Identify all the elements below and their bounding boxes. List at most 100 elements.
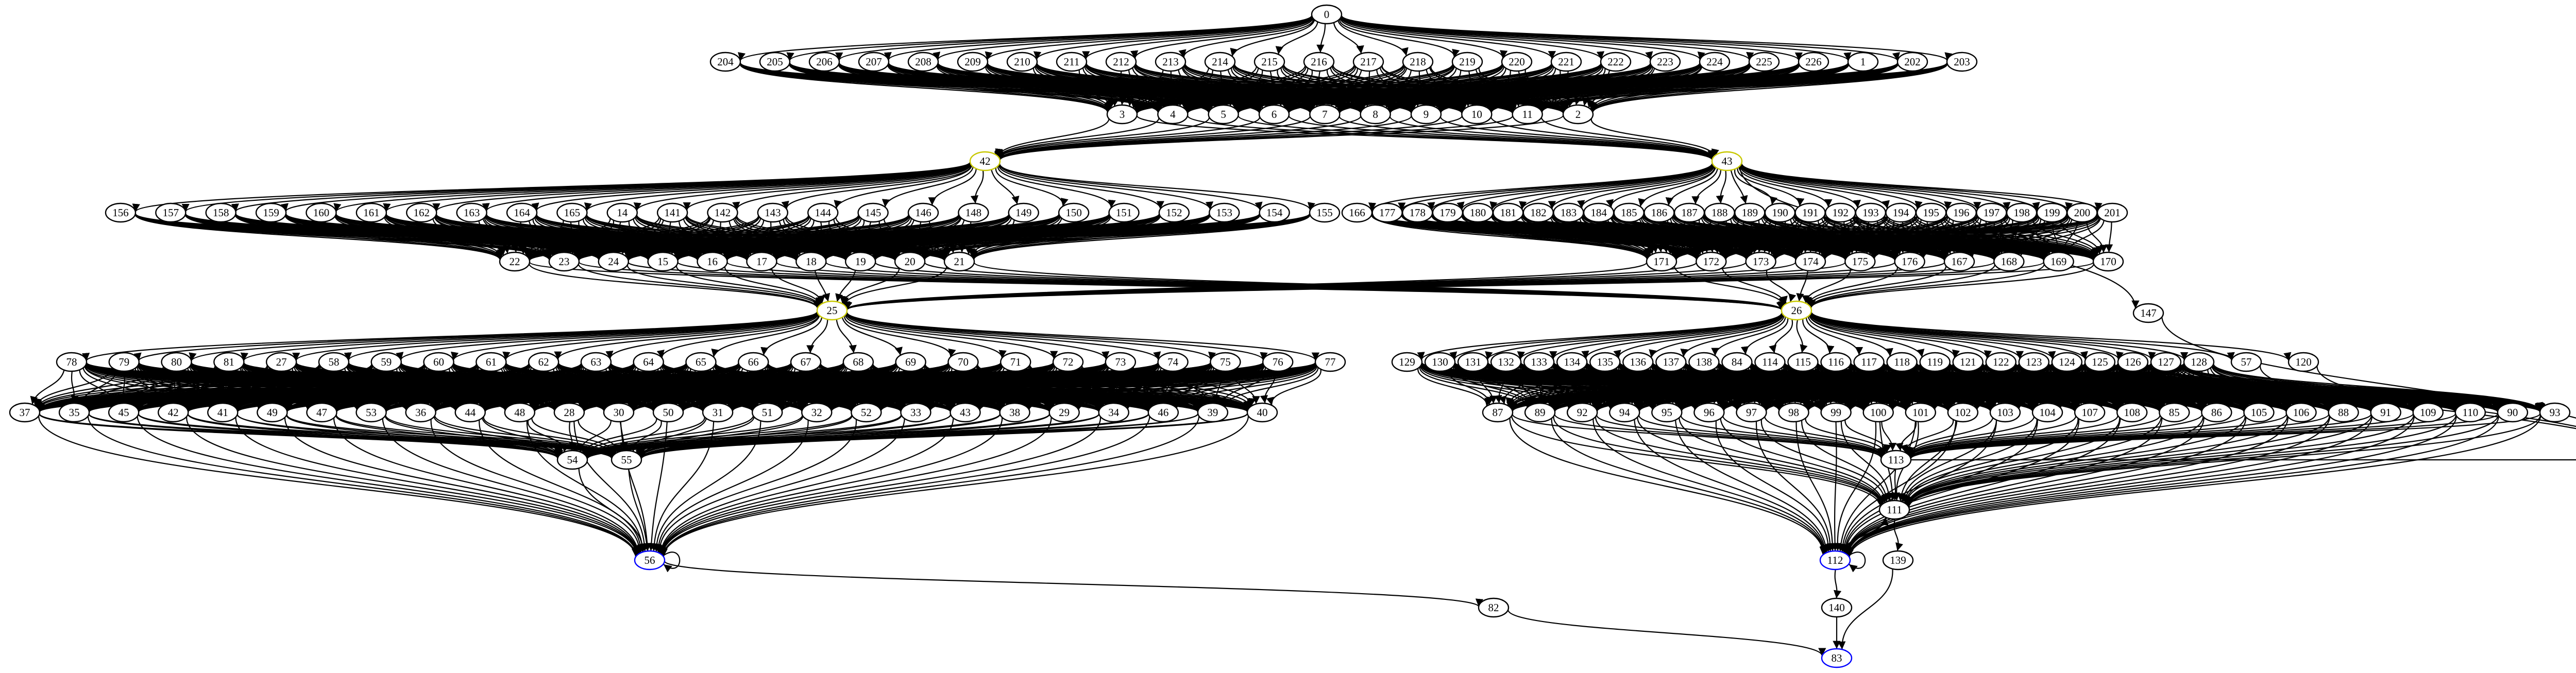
graph-edge	[33, 365, 268, 410]
graph-edge	[1740, 164, 1981, 210]
graph-edge	[1579, 218, 1653, 256]
node-label: 42	[980, 155, 991, 167]
graph-edge	[995, 117, 1160, 158]
node-label: 139	[1890, 554, 1906, 566]
graph-edge	[1810, 312, 2292, 361]
node-label: 201	[2104, 206, 2121, 219]
graph-edge	[1550, 217, 1652, 257]
node-label: 43	[960, 406, 971, 419]
graph-node: 176	[1894, 251, 1925, 272]
graph-node: 131	[1457, 352, 1489, 372]
graph-node: 2	[1562, 104, 1594, 125]
graph-edge	[1606, 166, 1715, 208]
graph-edge	[1338, 115, 1718, 160]
graph-node: 118	[1886, 352, 1918, 372]
graph-node: 202	[1896, 51, 1928, 72]
graph-node: 213	[1155, 51, 1187, 72]
graph-node: 97	[1736, 402, 1767, 423]
node-label: 96	[1704, 406, 1715, 419]
graph-node: 159	[255, 202, 287, 223]
graph-edge	[1807, 264, 2094, 308]
node-label: 91	[2380, 406, 2391, 419]
graph-edge	[1132, 65, 1306, 111]
graph-edge	[1741, 163, 2073, 211]
graph-edge	[1130, 18, 1313, 59]
graph-edge	[1741, 163, 2103, 211]
node-label: 103	[1997, 406, 2013, 419]
graph-node: 103	[1989, 402, 2021, 423]
node-label: 133	[1531, 356, 1547, 368]
node-label: 35	[69, 406, 80, 419]
node-label: 63	[590, 356, 601, 368]
node-label: 72	[1063, 356, 1074, 368]
graph-edge	[1740, 164, 1952, 210]
node-label: 54	[567, 454, 579, 466]
graph-node: 175	[1844, 251, 1876, 272]
graph-node: 23	[548, 251, 580, 272]
node-label: 17	[756, 255, 767, 268]
graph-edge	[432, 218, 506, 256]
graph-node: 31	[702, 402, 734, 423]
graph-edge	[845, 313, 1110, 360]
node-label: 195	[1923, 206, 1939, 219]
graph-node: 14	[606, 202, 638, 223]
graph-edge	[37, 364, 320, 410]
node-label: 172	[1703, 255, 1720, 268]
node-label: 61	[486, 356, 497, 368]
node-label: 32	[811, 406, 822, 419]
graph-node: 9	[1410, 104, 1442, 125]
node-label: 20	[905, 255, 916, 268]
graph-edge	[33, 365, 216, 409]
graph-node: 180	[1462, 202, 1494, 223]
graph-node: 67	[790, 352, 822, 372]
graph-edge	[502, 312, 818, 360]
graph-edge	[834, 165, 973, 209]
graph-edge	[995, 118, 1110, 157]
graph-edge	[985, 66, 1114, 110]
graph-node: 87	[1482, 402, 1514, 423]
graph-node: 33	[900, 402, 931, 423]
graph-node: 24	[598, 251, 629, 272]
graph-edge	[529, 263, 821, 309]
node-label: 193	[1862, 206, 1879, 219]
graph-edge	[1671, 215, 1888, 259]
graph-edge	[1368, 163, 1713, 211]
graph-node: 162	[406, 202, 437, 223]
node-label: 84	[1732, 356, 1743, 368]
graph-node: 167	[1943, 251, 1975, 272]
hub-node: 25	[816, 300, 848, 321]
graph-node: 20	[894, 251, 926, 272]
graph-edge	[511, 221, 522, 253]
graph-node: 84	[1721, 352, 1753, 372]
graph-node: 102	[1947, 402, 1979, 423]
node-label: 214	[1212, 56, 1228, 68]
node-label: 52	[861, 406, 872, 419]
node-label: 148	[965, 206, 982, 219]
graph-node: 44	[454, 402, 486, 423]
node-label: 6	[1272, 108, 1277, 120]
graph-edge	[836, 319, 857, 353]
graph-node: 216	[1303, 51, 1335, 72]
graph-node: 152	[1158, 202, 1190, 223]
node-label: 198	[2013, 206, 2030, 219]
graph-node: 119	[1919, 352, 1951, 372]
graph-edge	[1078, 70, 1120, 107]
graph-node: 172	[1696, 251, 1727, 272]
graph-edge	[1371, 215, 1650, 260]
graph-node: 163	[456, 202, 487, 223]
graph-edge	[633, 163, 971, 211]
graph-edge	[1802, 319, 1835, 354]
node-label: 168	[2001, 255, 2018, 268]
graph-node: 111	[1878, 499, 1910, 520]
graph-node: 186	[1643, 202, 1675, 223]
node-label: 125	[2092, 356, 2108, 368]
node-label: 167	[1951, 255, 1968, 268]
node-label: 156	[112, 206, 129, 219]
graph-node: 17	[746, 251, 777, 272]
node-label: 75	[1220, 356, 1231, 368]
graph-edge	[1796, 270, 1809, 302]
graph-edge	[1316, 23, 1326, 53]
graph-node: 66	[738, 352, 769, 372]
graph-edge	[1590, 63, 1948, 113]
node-label: 69	[905, 356, 916, 368]
